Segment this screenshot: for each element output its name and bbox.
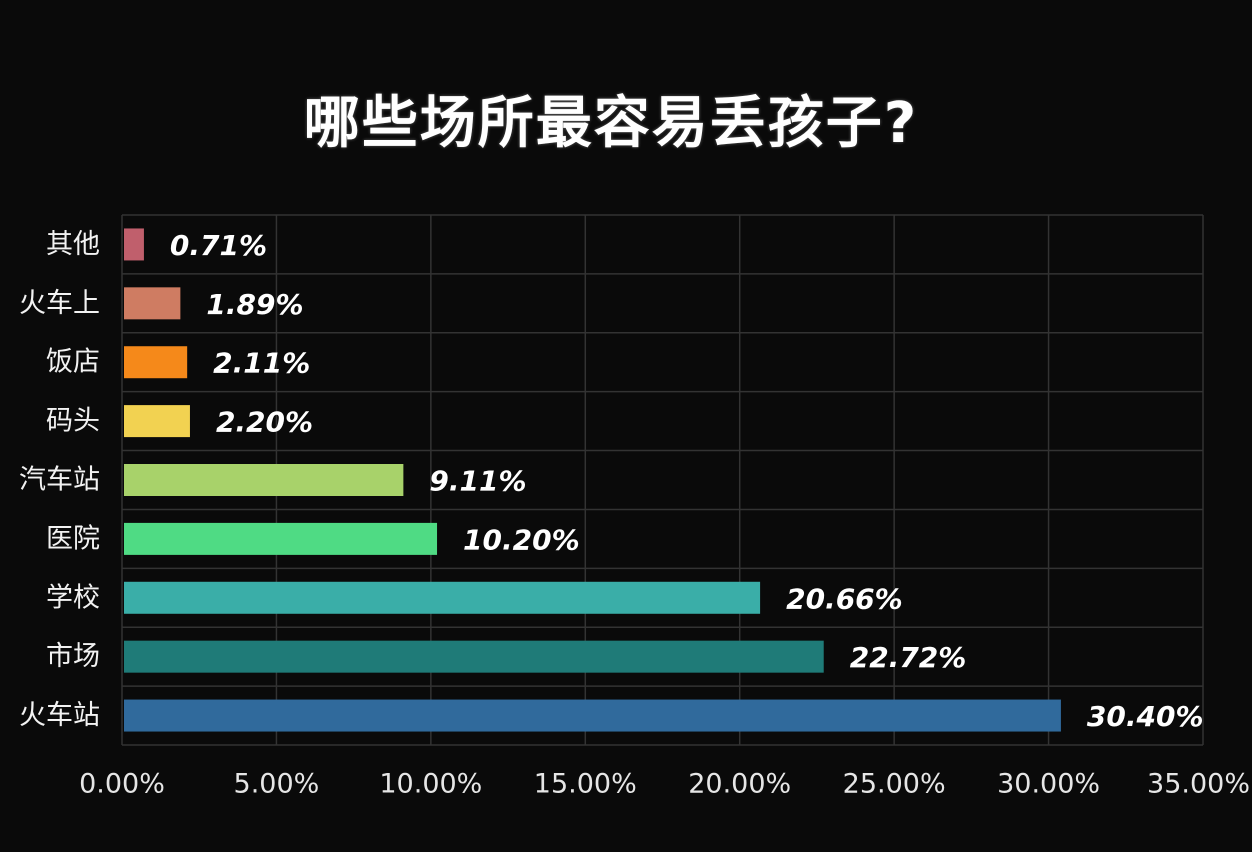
value-label-1: 1.89% (206, 288, 303, 321)
grid-lines (121, 214, 1204, 746)
value-label-6: 20.66% (786, 582, 903, 615)
chart-title: 哪些场所最容易丢孩子? (303, 91, 919, 156)
x-tick-label-1: 5.00% (234, 769, 320, 800)
bar-4 (124, 464, 404, 496)
value-label-2: 2.11% (213, 347, 310, 380)
value-label-4: 9.11% (429, 465, 526, 498)
bar-0 (124, 228, 144, 261)
category-label-5: 医院 (46, 523, 100, 554)
x-tick-label-3: 15.00% (534, 769, 637, 800)
category-label-0: 其他 (46, 229, 100, 260)
bar-8 (124, 699, 1061, 732)
x-tick-label-6: 30.00% (997, 769, 1100, 800)
category-label-8: 火车站 (19, 700, 100, 731)
category-label-2: 饭店 (46, 347, 100, 378)
value-label-0: 0.71% (170, 229, 267, 262)
value-label-8: 30.40% (1087, 700, 1204, 733)
x-tick-label-2: 10.00% (379, 769, 482, 800)
category-label-3: 码头 (46, 406, 100, 437)
x-tick-label-0: 0.00% (79, 769, 165, 800)
bar-7 (124, 640, 824, 673)
value-label-7: 22.72% (850, 641, 967, 674)
bar-1 (124, 287, 181, 320)
x-tick-label-7: 35.00% (1147, 769, 1250, 800)
value-label-3: 2.20% (216, 406, 313, 439)
bar-6 (124, 581, 761, 614)
bars (124, 228, 1061, 732)
category-label-7: 市场 (46, 641, 100, 672)
value-labels: 0.71% 1.89% 2.11% 2.20% 9.11% 10.20% 20.66% 22.… (170, 229, 1204, 733)
bar-2 (124, 346, 188, 379)
category-label-4: 汽车站 (19, 465, 100, 496)
category-label-1: 火车上 (19, 288, 100, 319)
x-tick-label-4: 20.00% (688, 769, 791, 800)
value-label-5: 10.20% (463, 523, 580, 556)
bar-5 (124, 522, 438, 555)
bar-3 (124, 405, 190, 438)
x-tick-labels: 0.00% 5.00% 10.00% 15.00% 20.00% 25.00% 30.00%… (79, 769, 1250, 800)
category-label-6: 学校 (46, 582, 100, 613)
x-tick-label-5: 25.00% (843, 769, 946, 800)
